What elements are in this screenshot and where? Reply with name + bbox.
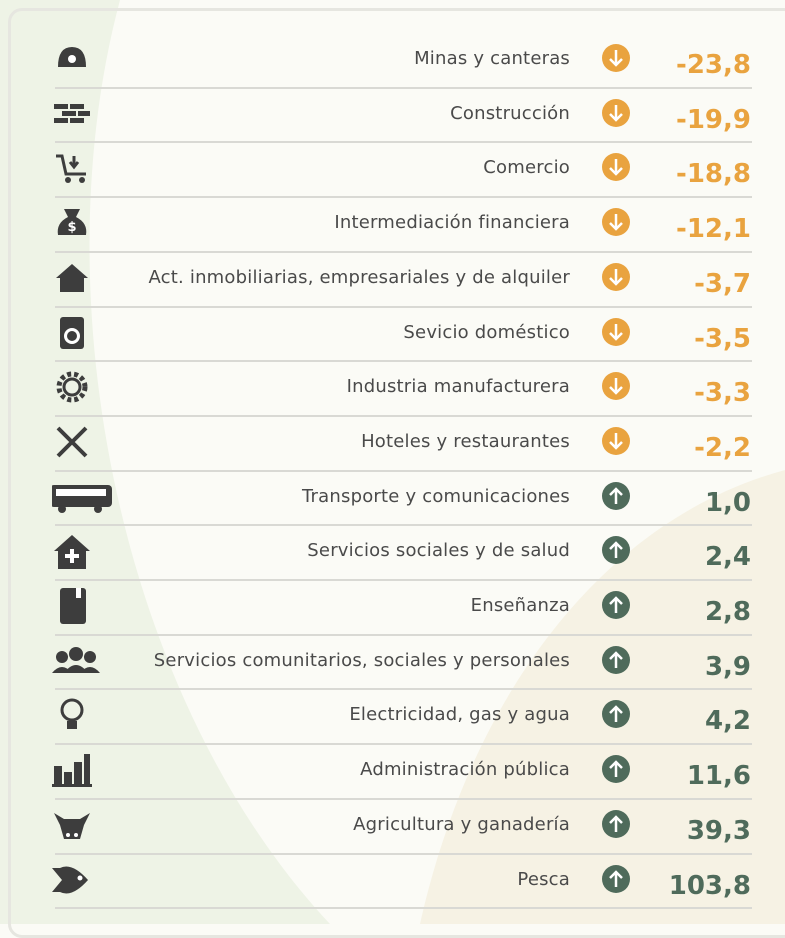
sector-value: 2,4 (704, 542, 751, 573)
down-arrow (602, 98, 630, 127)
sector-icon (54, 812, 90, 839)
sector-row: Industria manufacturera -3,3 (40, 360, 753, 414)
sector-row: Act. inmobiliarias, empresariales y de a… (40, 251, 753, 305)
sector-icon (52, 866, 88, 893)
sector-icon (56, 263, 88, 292)
sector-value: 103,8 (668, 870, 751, 901)
sector-value: -2,2 (694, 432, 751, 463)
sector-row: Transporte y comunicaciones 1,0 (40, 470, 753, 524)
background-curve (420, 470, 785, 924)
sector-row: Electricidad, gas y agua 4,2 (40, 688, 753, 742)
up-arrow (602, 755, 630, 784)
sector-value: 11,6 (686, 761, 751, 792)
up-arrow (602, 700, 630, 729)
sector-label: Hoteles y restaurantes (361, 430, 570, 452)
row-separator (55, 196, 752, 199)
sector-label: Electricidad, gas y agua (349, 704, 570, 726)
row-separator (55, 688, 752, 691)
sector-icon (58, 47, 86, 67)
sector-row: Enseñanza 2,8 (40, 579, 753, 633)
sector-label: Construcción (450, 102, 570, 124)
sector-icon (52, 484, 112, 513)
row-separator (55, 524, 752, 527)
sector-value: 2,8 (704, 597, 751, 627)
sector-row: $ Intermediación financiera -12,1 (40, 196, 753, 250)
down-arrow (602, 262, 630, 291)
down-arrow (602, 208, 630, 237)
sector-label: Intermediación financiera (334, 212, 570, 234)
row-separator (55, 360, 752, 363)
sector-value: -3,3 (694, 378, 751, 409)
sector-icon (60, 588, 86, 624)
row-separator (55, 414, 752, 417)
sector-value: -19,9 (676, 104, 751, 135)
row-separator (55, 633, 752, 636)
sector-row: Pesca 103,8 (40, 853, 753, 907)
sector-label: Transporte y comunicaciones (302, 485, 570, 507)
down-arrow (602, 44, 630, 72)
sector-row: Minas y canteras -23,8 (40, 32, 753, 86)
sector-value: -23,8 (676, 50, 751, 80)
sector-label: Agricultura y ganadería (353, 813, 570, 835)
sector-row: Sevicio doméstico -3,5 (40, 306, 753, 360)
sector-icon (60, 316, 84, 349)
sector-label: Servicios sociales y de salud (307, 540, 570, 562)
sector-value: 3,9 (704, 651, 751, 682)
sector-value: -12,1 (676, 214, 751, 245)
sector-value: 4,2 (704, 706, 751, 737)
sector-label: Enseñanza (470, 595, 570, 616)
sector-label: Comercio (483, 157, 570, 179)
sector-label: Minas y canteras (414, 48, 570, 69)
sector-label: Act. inmobiliarias, empresariales y de a… (148, 266, 570, 288)
row-separator (55, 907, 752, 910)
down-arrow (602, 426, 630, 455)
sector-row: Administración pública 11,6 (40, 743, 753, 797)
sector-icon: $ (57, 209, 87, 236)
sector-value: 1,0 (704, 487, 751, 518)
row-separator (55, 579, 752, 581)
sector-row: Construcción -19,9 (40, 87, 753, 141)
row-separator (55, 469, 752, 472)
row-separator (55, 86, 752, 89)
row-separator (55, 305, 752, 308)
sector-label: Sevicio doméstico (403, 321, 570, 343)
sector-row: Servicios sociales y de salud 2,4 (40, 524, 753, 578)
sector-label: Industria manufacturera (346, 376, 570, 398)
row-separator (55, 250, 752, 253)
up-arrow (602, 536, 630, 565)
sector-icon (54, 535, 90, 570)
down-arrow (602, 372, 630, 401)
sector-icon (54, 103, 90, 123)
down-arrow (602, 153, 630, 182)
sector-value: -18,8 (676, 159, 751, 190)
sector-value: -3,5 (694, 323, 751, 354)
up-arrow (602, 864, 630, 893)
down-arrow (602, 317, 630, 346)
sector-icon (52, 646, 100, 673)
sector-icon (56, 371, 88, 403)
sector-icon (56, 426, 88, 458)
sector-label: Servicios comunitarios, sociales y perso… (153, 649, 570, 671)
sector-row: Hoteles y restaurantes -2,2 (40, 415, 753, 469)
sector-row: Servicios comunitarios, sociales y perso… (40, 634, 753, 688)
sector-value: -3,7 (694, 268, 751, 299)
row-separator (55, 743, 752, 746)
sector-icon (56, 154, 86, 184)
up-arrow (602, 645, 630, 674)
sector-icon (60, 698, 84, 730)
row-separator (55, 797, 752, 800)
svg-text:$: $ (67, 220, 76, 235)
sector-row: Comercio -18,8 (40, 141, 753, 195)
up-arrow (602, 809, 630, 838)
row-separator (55, 852, 752, 855)
sector-icon (52, 754, 92, 788)
up-arrow (602, 591, 630, 619)
sector-value: 39,3 (686, 815, 751, 846)
sector-row: Agricultura y ganadería 39,3 (40, 798, 753, 852)
sector-label: Pesca (517, 868, 570, 890)
row-separator (55, 141, 752, 144)
sector-label: Administración pública (360, 759, 570, 781)
up-arrow (602, 481, 630, 510)
